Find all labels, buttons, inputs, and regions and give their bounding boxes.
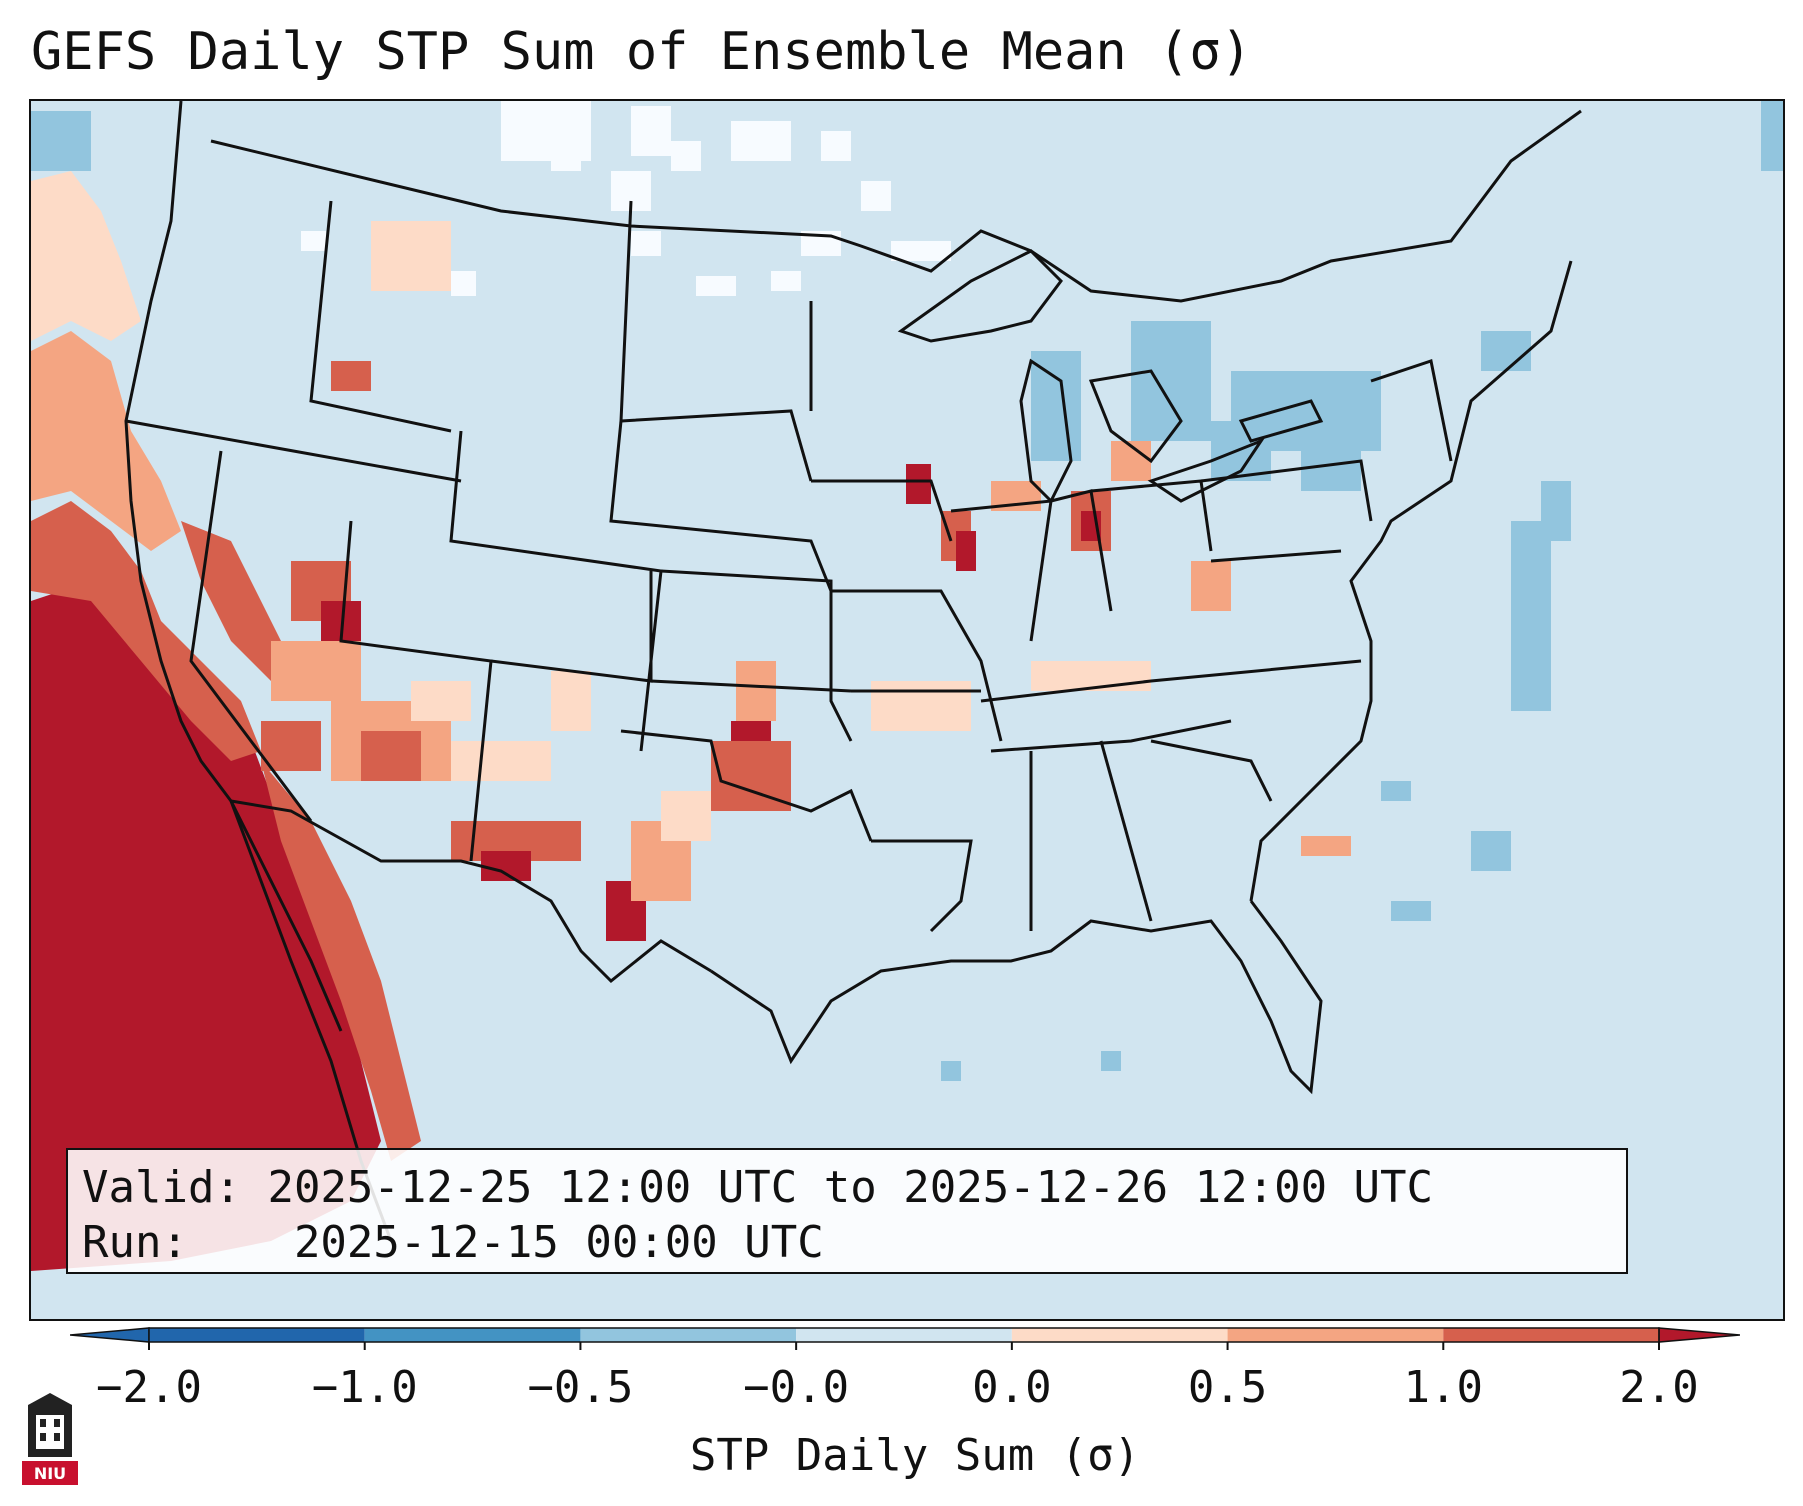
run-value: 2025-12-15 00:00 UTC: [293, 1217, 824, 1268]
niu-logo-text: NIU: [34, 1464, 66, 1483]
niu-logo: NIU: [22, 1393, 78, 1485]
map-canvas: [31, 101, 1783, 1271]
borders: [124, 101, 1582, 1242]
colorbar-bin: [364, 1328, 581, 1342]
colorbar-bin: [149, 1328, 365, 1342]
colorbar-tick-label: 0.5: [1187, 1362, 1268, 1413]
colorbar-bin: [796, 1328, 1012, 1342]
pacific-anomaly: [31, 111, 421, 1271]
negative-anomalies: [941, 101, 1783, 1081]
colorbar-label: STP Daily Sum (σ): [689, 1430, 1141, 1481]
colorbar-tick-label: −2.0: [96, 1362, 202, 1413]
colorbar-extend-low: [70, 1327, 150, 1343]
colorbar-tick-label: −0.5: [527, 1362, 634, 1413]
colorbar-bin: [580, 1328, 797, 1342]
plains-anomalies: [606, 441, 1351, 941]
colorbar-outline: [148, 1327, 1660, 1343]
page-title: GEFS Daily STP Sum of Ensemble Mean (σ): [31, 22, 1252, 82]
colorbar-tick-label: −1.0: [311, 1362, 418, 1413]
interior-west-anomalies: [261, 221, 591, 881]
colorbar-tick-label: −0.0: [743, 1362, 850, 1413]
run-label: Run:: [82, 1217, 188, 1268]
light-patches: [301, 101, 951, 296]
colorbar-tick-label: 1.0: [1403, 1362, 1484, 1413]
valid-label: Valid:: [82, 1162, 241, 1213]
colorbar-tick-label: 2.0: [1619, 1362, 1699, 1413]
map-panel: [29, 99, 1785, 1321]
colorbar-bin: [1443, 1328, 1659, 1342]
colorbar: [70, 1327, 1740, 1350]
info-box: Valid: 2025-12-25 12:00 UTC to 2025-12-2…: [66, 1148, 1628, 1274]
colorbar-extend-high: [1658, 1327, 1740, 1343]
colorbar-bin: [1011, 1328, 1228, 1342]
colorbar-tick-label: 0.0: [972, 1362, 1052, 1413]
colorbar-bin: [1227, 1328, 1444, 1342]
valid-value: 2025-12-25 12:00 UTC to 2025-12-26 12:00…: [267, 1162, 1434, 1213]
